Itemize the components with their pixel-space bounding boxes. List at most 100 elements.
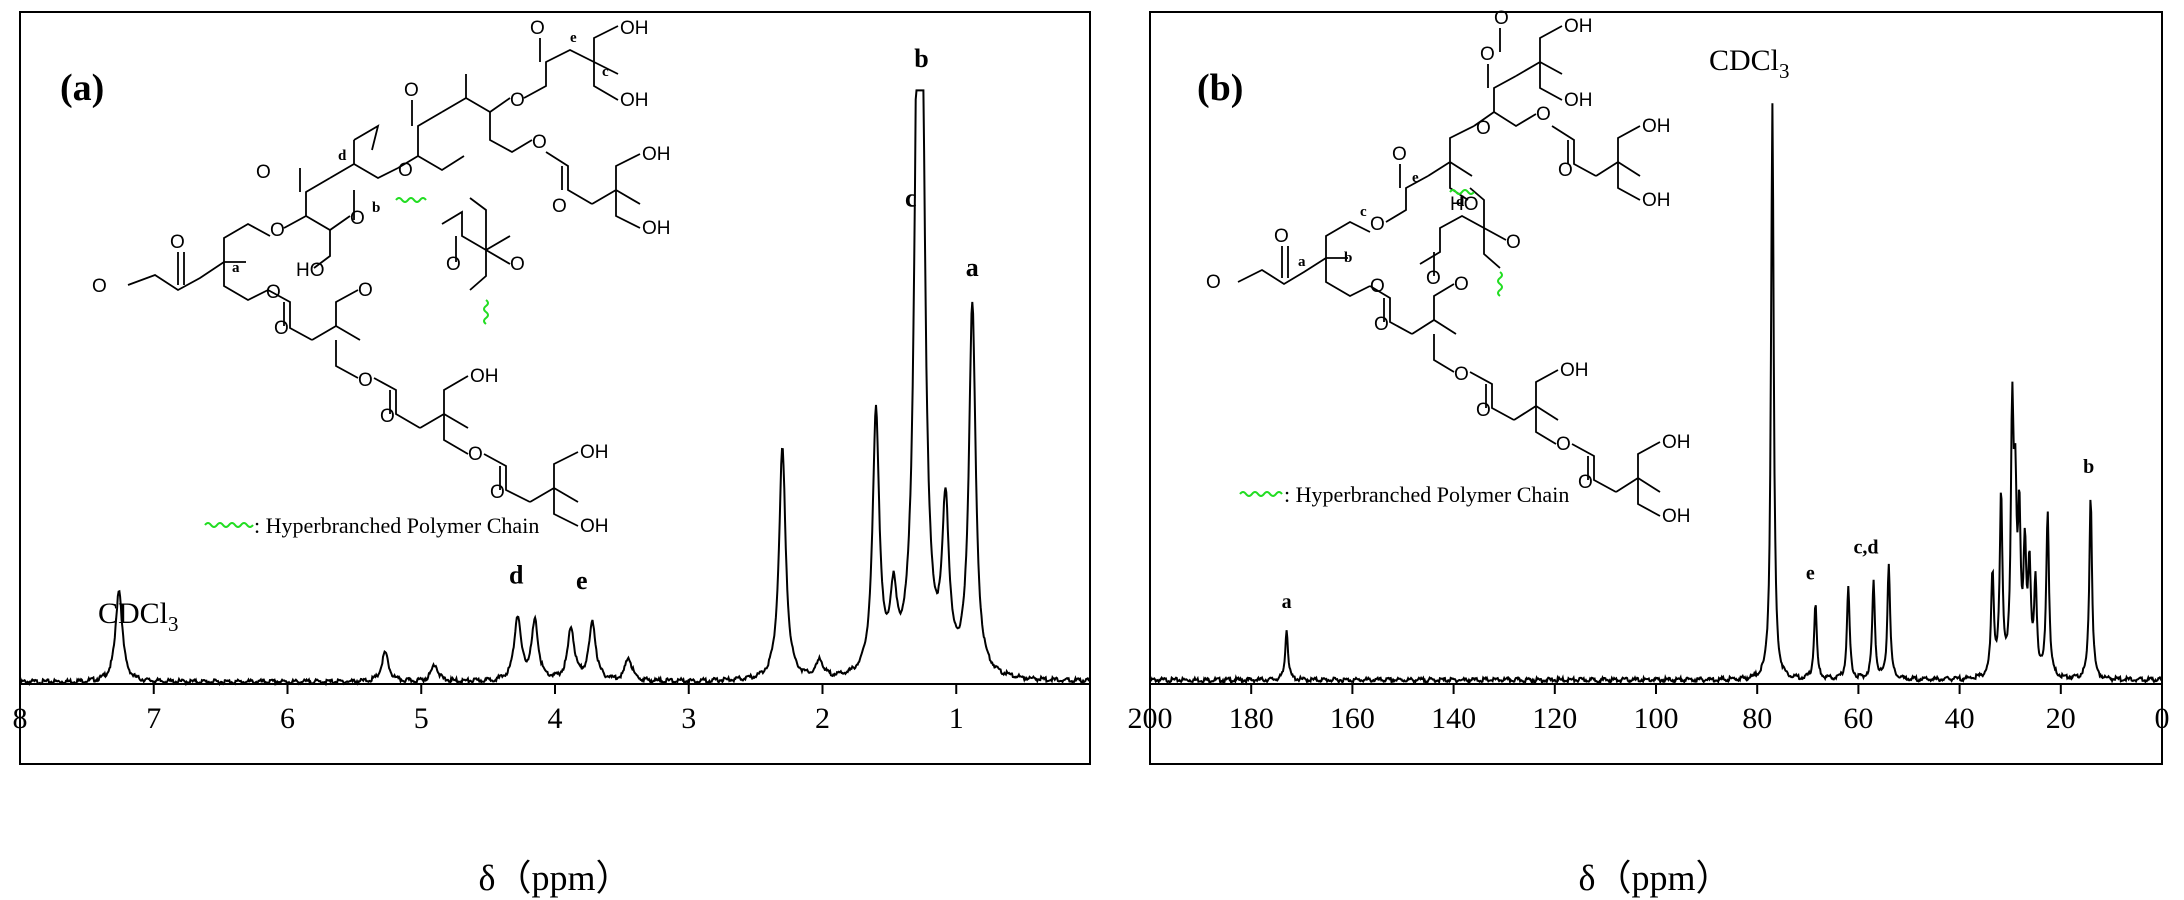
chem-a-o-3: O bbox=[266, 282, 281, 303]
panel-a-tick-label-4: 4 bbox=[548, 702, 563, 735]
chem-b-oh-4: OH bbox=[1642, 190, 1671, 211]
chem-a-o-5: O bbox=[350, 208, 365, 229]
chem-b-methoxy-o: O bbox=[1206, 272, 1221, 293]
panel-a-peak-label-3: d bbox=[509, 560, 524, 589]
chem-a-oh-2: OH bbox=[620, 90, 649, 111]
panel-b-tick-label-1: 180 bbox=[1229, 702, 1274, 735]
chem-b-oh-2: OH bbox=[1564, 90, 1593, 111]
panel-a-tick-label-2: 6 bbox=[280, 702, 295, 735]
chem-a-o-14: O bbox=[274, 318, 289, 339]
chem-a-oh-4: OH bbox=[642, 218, 671, 239]
chem-b-o-15: O bbox=[1476, 400, 1491, 421]
chem-a-o-13: O bbox=[510, 254, 525, 275]
chem-b-oh-7: OH bbox=[1662, 506, 1691, 527]
chem-b-site-a: a bbox=[1298, 254, 1306, 270]
panel-b-tick-label-3: 140 bbox=[1431, 702, 1476, 735]
chem-b-oh-3: OH bbox=[1642, 116, 1671, 137]
panel-b-legend-wavy-line-icon bbox=[1239, 491, 1283, 497]
chem-b-o-5: O bbox=[1476, 118, 1491, 139]
panel-a-label: (a) bbox=[60, 67, 104, 109]
panel-a-legend-wavy-line-icon bbox=[204, 522, 254, 528]
chem-b-o-7: O bbox=[1494, 8, 1509, 29]
chem-a-oh-1: OH bbox=[620, 18, 649, 39]
chem-b-oh-1: OH bbox=[1564, 16, 1593, 37]
chem-a-site-e: e bbox=[570, 30, 577, 46]
chem-a-ho: HO bbox=[296, 260, 325, 281]
panel-b-chemical-structure: O O O O O O O O OH OH O O OH OH HO O O O… bbox=[1206, 8, 1691, 527]
panel-b-legend: : Hyperbranched Polymer Chain bbox=[1239, 482, 1569, 507]
panel-a-peak-label-1: c bbox=[905, 183, 917, 212]
panel-a-tick-label-6: 2 bbox=[815, 702, 830, 735]
panel-a-spectrum bbox=[19, 89, 1091, 687]
panel-a-peak-label-4: e bbox=[576, 566, 588, 595]
panel-a-peak-labels: b c a d e bbox=[509, 44, 979, 595]
chem-a-oh-5: OH bbox=[470, 366, 499, 387]
chem-b-o-11: O bbox=[1506, 232, 1521, 253]
chem-a-o-19: O bbox=[490, 482, 505, 503]
panel-a-tick-label-5: 3 bbox=[681, 702, 696, 735]
chem-a-oh-6: OH bbox=[580, 442, 609, 463]
panel-a: 8 7 6 5 4 3 2 1 b c a d e (a) CDCl3 δ（ppm） : Hyperb… bbox=[13, 11, 1091, 898]
panel-b-tick-label-8: 40 bbox=[1945, 702, 1975, 735]
panel-a-ticks: 8 7 6 5 4 3 2 1 bbox=[13, 684, 964, 735]
panel-b-frame bbox=[1149, 11, 2163, 765]
panel-a-peak-label-0: b bbox=[914, 44, 928, 73]
chem-a-o-12: O bbox=[446, 254, 461, 275]
panel-a-x-axis-title: δ（ppm） bbox=[479, 858, 632, 898]
panel-a-tick-label-0: 8 bbox=[13, 702, 28, 735]
chem-b-o-9: O bbox=[1558, 160, 1573, 181]
chem-a-o-18: O bbox=[468, 444, 483, 465]
panel-b-tick-label-4: 120 bbox=[1532, 702, 1577, 735]
panel-b-peak-label-3: b bbox=[2083, 456, 2094, 478]
chem-b-oh-5: OH bbox=[1560, 360, 1589, 381]
chem-a-o-15: O bbox=[358, 280, 373, 301]
panel-a-tick-label-7: 1 bbox=[949, 702, 964, 735]
chem-b-o-6: O bbox=[1480, 44, 1495, 65]
panel-b-tick-label-10: 0 bbox=[2155, 702, 2170, 735]
chem-b-o-17: O bbox=[1578, 472, 1593, 493]
chem-b-site-c: c bbox=[1360, 204, 1367, 220]
panel-b-peak-labels: a e c,d b bbox=[1282, 456, 2095, 613]
chem-a-o-17: O bbox=[380, 406, 395, 427]
panel-a-chemical-structure: O O O O O O O O O O OH OH O O OH OH HO O… bbox=[92, 18, 671, 537]
chem-b-site-e: e bbox=[1412, 170, 1419, 186]
chem-b-o-3: O bbox=[1370, 276, 1385, 297]
panel-b-solvent-label: CDCl3 bbox=[1709, 44, 1790, 83]
chem-b-o-13: O bbox=[1454, 274, 1469, 295]
panel-a-legend: : Hyperbranched Polymer Chain bbox=[204, 513, 539, 538]
chem-a-oh-7: OH bbox=[580, 516, 609, 537]
chem-a-o-8: O bbox=[510, 90, 525, 111]
panel-b-ticks: 200 180 160 140 120 100 80 60 40 20 0 bbox=[1128, 684, 2170, 735]
chem-b-o-1: O bbox=[1274, 226, 1289, 247]
chem-b-o-4: O bbox=[1392, 144, 1407, 165]
panel-a-legend-text: : Hyperbranched Polymer Chain bbox=[254, 513, 539, 538]
chem-a-o-6: O bbox=[398, 160, 413, 181]
chem-a-site-d: d bbox=[338, 148, 347, 164]
panel-a-tick-label-3: 5 bbox=[414, 702, 429, 735]
chem-b-oh-6: OH bbox=[1662, 432, 1691, 453]
panel-a-solvent-label: CDCl3 bbox=[98, 597, 179, 636]
chem-a-site-b: b bbox=[372, 200, 380, 216]
chem-b-o-8: O bbox=[1536, 104, 1551, 125]
panel-b-legend-text: : Hyperbranched Polymer Chain bbox=[1284, 482, 1569, 507]
chem-a-site-a: a bbox=[232, 260, 240, 276]
chem-a-o-2: O bbox=[270, 220, 285, 241]
chem-a-o-16: O bbox=[358, 370, 373, 391]
panel-b-peak-label-2: c,d bbox=[1853, 537, 1878, 559]
chem-a-site-c: c bbox=[602, 64, 609, 80]
panel-b-tick-label-2: 160 bbox=[1330, 702, 1375, 735]
panel-b-spectrum-trace bbox=[1149, 103, 2163, 686]
chem-a-oh-3: OH bbox=[642, 144, 671, 165]
chem-a-o-9: O bbox=[530, 18, 545, 39]
chem-b-o-14: O bbox=[1454, 364, 1469, 385]
panel-b-tick-label-6: 80 bbox=[1742, 702, 1772, 735]
panel-b: 200 180 160 140 120 100 80 60 40 20 0 aec,db (b) C… bbox=[1128, 8, 2170, 898]
chem-a-o-7: O bbox=[404, 80, 419, 101]
panel-b-tick-label-0: 200 bbox=[1128, 702, 1173, 735]
chem-b-site-d: d bbox=[1456, 194, 1465, 210]
panel-a-frame bbox=[19, 11, 1091, 765]
chem-b-site-b: b bbox=[1344, 250, 1352, 266]
panel-b-tick-label-7: 60 bbox=[1843, 702, 1873, 735]
chem-b-o-16: O bbox=[1556, 434, 1571, 455]
